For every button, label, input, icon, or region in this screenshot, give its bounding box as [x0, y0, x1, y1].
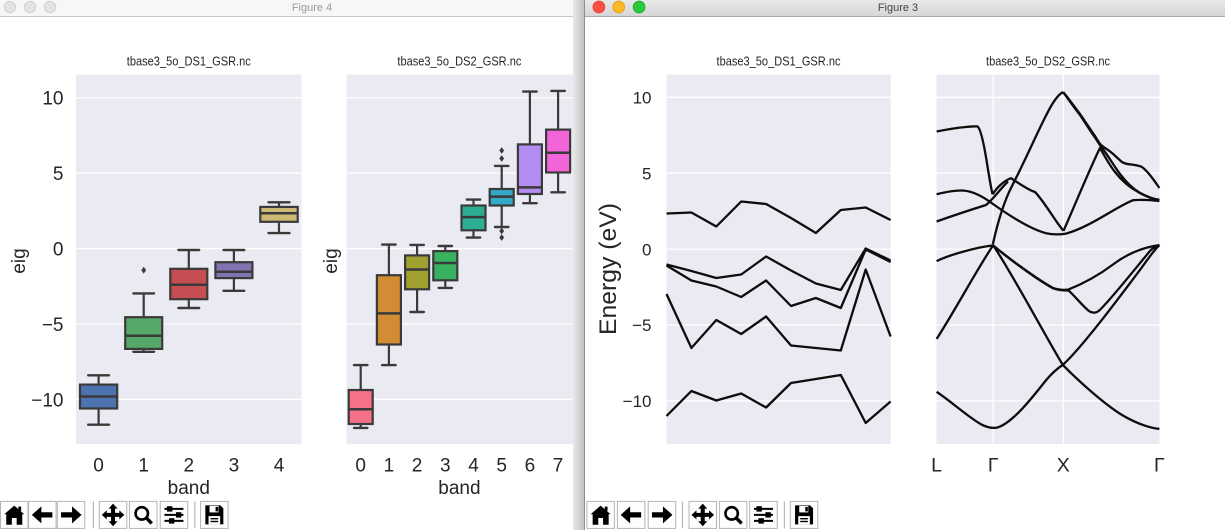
svg-text:−5: −5 — [42, 315, 64, 336]
svg-text:6: 6 — [525, 456, 536, 477]
svg-text:4: 4 — [274, 456, 285, 477]
svg-text:L: L — [931, 455, 942, 477]
svg-text:Energy (eV): Energy (eV) — [595, 203, 622, 335]
svg-text:0: 0 — [93, 456, 104, 477]
svg-text:2: 2 — [412, 456, 423, 477]
svg-text:tbase3_5o_DS1_GSR.nc: tbase3_5o_DS1_GSR.nc — [717, 55, 841, 69]
svg-text:X: X — [1057, 455, 1070, 477]
svg-text:−5: −5 — [632, 316, 651, 335]
svg-text:Γ: Γ — [988, 455, 999, 477]
svg-text:band: band — [438, 478, 480, 499]
svg-text:Γ: Γ — [1154, 455, 1165, 477]
svg-text:1: 1 — [138, 456, 149, 477]
svg-text:−10: −10 — [623, 392, 652, 411]
svg-text:tbase3_5o_DS2_GSR.nc: tbase3_5o_DS2_GSR.nc — [397, 55, 521, 69]
svg-text:4: 4 — [468, 456, 479, 477]
svg-text:tbase3_5o_DS2_GSR.nc: tbase3_5o_DS2_GSR.nc — [986, 55, 1110, 69]
svg-text:10: 10 — [633, 89, 652, 108]
svg-text:5: 5 — [53, 164, 64, 185]
svg-text:7: 7 — [553, 456, 564, 477]
svg-text:10: 10 — [42, 89, 63, 110]
svg-text:−10: −10 — [31, 390, 63, 411]
svg-text:eig: eig — [9, 248, 30, 273]
svg-text:eig: eig — [321, 248, 342, 273]
svg-text:tbase3_5o_DS1_GSR.nc: tbase3_5o_DS1_GSR.nc — [127, 55, 251, 69]
svg-text:1: 1 — [384, 456, 395, 477]
svg-text:2: 2 — [184, 456, 195, 477]
svg-text:band: band — [168, 478, 210, 499]
svg-text:0: 0 — [53, 240, 64, 261]
svg-text:3: 3 — [229, 456, 240, 477]
svg-text:5: 5 — [642, 164, 651, 183]
svg-text:0: 0 — [355, 456, 366, 477]
svg-text:5: 5 — [496, 456, 507, 477]
svg-text:3: 3 — [440, 456, 451, 477]
svg-text:0: 0 — [642, 240, 651, 259]
